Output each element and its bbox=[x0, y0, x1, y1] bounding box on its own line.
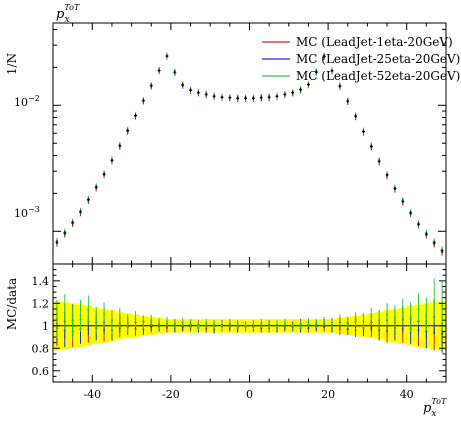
ratio-xtick-label: -20 bbox=[162, 388, 180, 401]
main-title-sup: ToT bbox=[64, 3, 80, 12]
ratio-xlabel-sub: x bbox=[431, 409, 436, 419]
legend-label-blue: MC (LeadJet-25eta-20GeV) bbox=[296, 52, 460, 66]
ratio-xtick-label: -40 bbox=[83, 388, 101, 401]
ratio-xtick-label: 40 bbox=[400, 388, 414, 401]
ratio-series-marks bbox=[53, 278, 446, 353]
ratio-panel-frame bbox=[52, 263, 447, 383]
ratio-ytick-label: 0.6 bbox=[32, 365, 50, 378]
ratio-ytick-label: 1.2 bbox=[32, 297, 50, 310]
ratio-xtick-label: 0 bbox=[246, 388, 253, 401]
ratio-ytick-label: 0.8 bbox=[32, 342, 50, 355]
main-series-marks bbox=[55, 52, 444, 256]
main-title: pxToT bbox=[56, 3, 80, 25]
ratio-xlabel-sup: ToT bbox=[431, 397, 447, 406]
ratio-ylabel: MC/data bbox=[5, 278, 19, 330]
ratio-ytick-label: 1 bbox=[42, 320, 49, 333]
ratio-ytick-label: 1.4 bbox=[32, 275, 50, 288]
main-title-sub: x bbox=[64, 15, 69, 25]
main-ylabel: 1/N bbox=[5, 53, 19, 75]
ratio-xtick-label: 20 bbox=[321, 388, 335, 401]
main-ytick-label-1e-3: 10−3 bbox=[14, 205, 40, 220]
legend: MC (LeadJet-1eta-20GeV) MC (LeadJet-25et… bbox=[262, 35, 460, 83]
legend-label-green: MC (LeadJet-52eta-20GeV) bbox=[296, 69, 460, 83]
main-axis-ticks bbox=[52, 23, 447, 264]
legend-label-red: MC (LeadJet-1eta-20GeV) bbox=[296, 35, 453, 49]
main-ytick-label-1e-2: 10−2 bbox=[14, 94, 40, 109]
ratio-axis-ticks: 0.6 0.8 1 1.2 1.4 -40 -20 0 20 40 bbox=[32, 264, 447, 401]
ratio-xlabel: pxToT bbox=[423, 397, 447, 419]
